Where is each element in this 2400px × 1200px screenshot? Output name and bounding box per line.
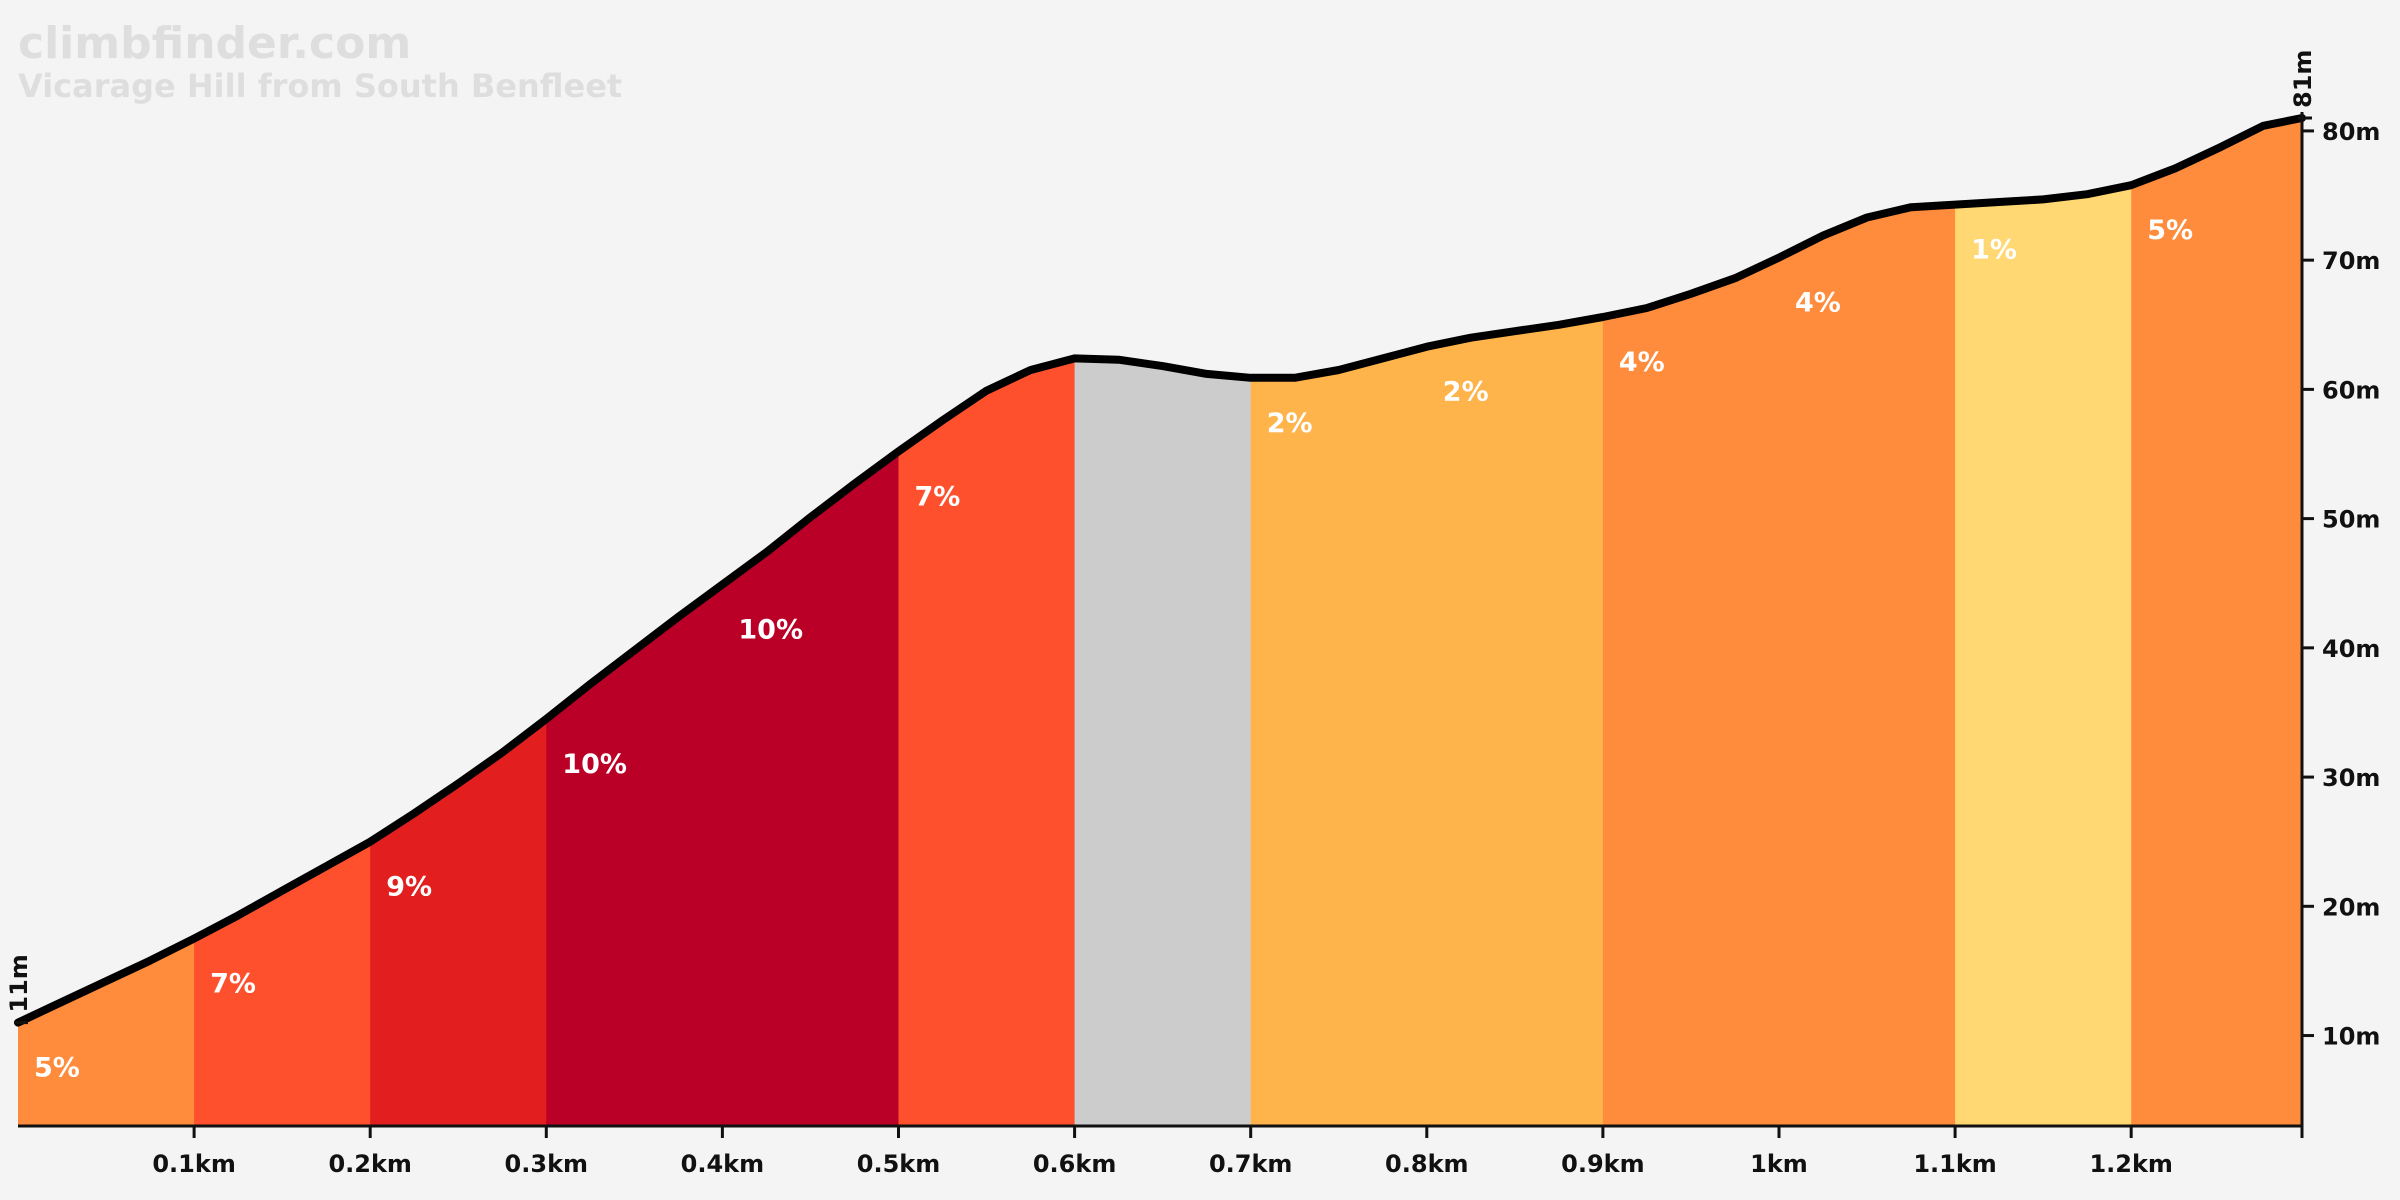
gradient-segment-7 [1074,118,1252,1126]
x-tick-label: 0.5km [857,1150,940,1178]
gradient-label-5: 10% [738,615,803,646]
x-tick-label: 0.6km [1033,1150,1116,1178]
x-tick-label: 1km [1750,1150,1808,1178]
gradient-segment-3 [370,118,547,1126]
gradient-label-9: 2% [1443,377,1489,408]
end-elevation-label: 81m [2289,50,2317,108]
gradient-segment-10 [1602,118,1780,1126]
gradient-segment-13 [2131,118,2302,1126]
x-tick-label: 0.1km [152,1150,235,1178]
profile-line-group [14,114,2306,1027]
gradient-label-4: 10% [562,749,627,780]
gradient-labels: 5% 7% 9% 10% 10% 7% 2% 2% 4% 4% 1% 5% [34,215,2193,1083]
y-tick-label: 40m [2322,635,2380,663]
gradient-label-6: 7% [915,481,961,512]
axes: 0.1km 0.2km 0.3km 0.4km 0.5km 0.6km 0.7km 0.8km… [5,50,2380,1178]
x-tick-label: 0.9km [1561,1150,1644,1178]
y-tick-label: 20m [2322,893,2380,921]
gradient-segments [18,118,2302,1126]
gradient-label-1: 5% [34,1053,80,1084]
x-tick-label: 0.3km [505,1150,588,1178]
gradient-segment-6 [898,118,1076,1126]
gradient-label-10: 4% [1619,347,1665,378]
gradient-segment-12 [1955,118,2132,1126]
x-tick-label: 0.7km [1209,1150,1292,1178]
y-tick-label: 50m [2322,506,2380,534]
gradient-label-2: 7% [210,969,256,1000]
gradient-segment-5 [722,118,900,1126]
y-tick-label: 60m [2322,376,2380,404]
y-tick-label: 80m [2322,118,2380,146]
gradient-segment-1 [18,118,195,1126]
gradient-label-8: 2% [1267,408,1313,439]
gradient-label-12: 1% [1971,235,2017,266]
x-tick-label: 0.2km [328,1150,411,1178]
gradient-label-11: 4% [1795,288,1841,319]
gradient-segment-8 [1250,118,1428,1126]
gradient-segment-11 [1779,118,1956,1126]
x-tick-label: 0.8km [1385,1150,1468,1178]
y-tick-label: 70m [2322,247,2380,275]
y-tick-label: 30m [2322,764,2380,792]
gradient-label-3: 9% [386,872,432,903]
x-tick-label: 0.4km [681,1150,764,1178]
start-elevation-label: 11m [5,954,33,1012]
elevation-line [14,114,2306,1027]
gradient-label-13: 5% [2147,215,2193,246]
site-name: climbfinder.com [18,18,411,69]
gradient-segment-9 [1426,118,1604,1126]
y-tick-label: 10m [2322,1023,2380,1051]
climb-title: Vicarage Hill from South Benfleet [18,67,622,105]
x-tick-label: 1.2km [2089,1150,2172,1178]
x-tick-label: 1.1km [1913,1150,1996,1178]
